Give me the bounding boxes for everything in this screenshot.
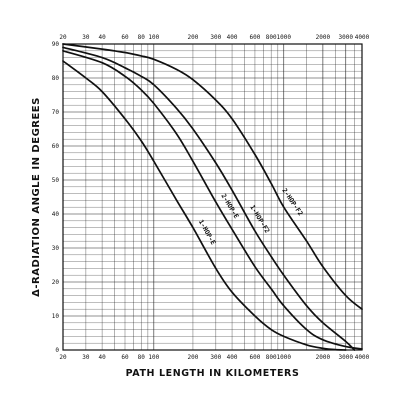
x-tick-label-top: 100 bbox=[148, 34, 159, 41]
x-tick-label-top: 20 bbox=[59, 34, 67, 41]
x-tick-label-bottom: 4000 bbox=[355, 354, 370, 361]
series-line-3 bbox=[62, 46, 356, 351]
series-label-1: 1-HOP-E bbox=[197, 218, 217, 246]
x-tick-label-bottom: 2000 bbox=[316, 354, 331, 361]
top-x-tick-labels: 20 30 40 60 80 100 200 300 400 600 800 1000 2000 3000… bbox=[59, 34, 369, 41]
x-tick-label-bottom: 800 bbox=[266, 354, 277, 361]
x-tick-label-bottom: 30 bbox=[82, 354, 90, 361]
x-tick-label-bottom: 20 bbox=[59, 354, 67, 361]
x-tick-label-top: 3000 bbox=[339, 34, 354, 41]
y-tick-label: 20 bbox=[52, 279, 60, 286]
y-tick-label: 30 bbox=[52, 245, 60, 252]
x-tick-label-bottom: 600 bbox=[250, 354, 261, 361]
x-tick-label-top: 200 bbox=[188, 34, 199, 41]
y-tick-label: 80 bbox=[52, 75, 60, 82]
x-tick-label-top: 1000 bbox=[277, 34, 292, 41]
y-tick-label: 50 bbox=[52, 177, 60, 184]
y-tick-labels: 0 10 20 30 40 50 60 70 80 90 bbox=[52, 41, 60, 354]
curves bbox=[62, 43, 363, 351]
plot-frame bbox=[62, 43, 363, 351]
x-tick-label-bottom: 3000 bbox=[339, 354, 354, 361]
x-tick-label-top: 300 bbox=[210, 34, 221, 41]
x-tick-label-bottom: 100 bbox=[148, 354, 159, 361]
y-tick-label: 90 bbox=[52, 41, 60, 48]
x-tick-label-top: 800 bbox=[266, 34, 277, 41]
y-tick-label: 70 bbox=[52, 109, 60, 116]
y-tick-label: 10 bbox=[52, 313, 60, 320]
y-tick-label: 40 bbox=[52, 211, 60, 218]
series-label-2: 2-HOP-E bbox=[219, 192, 240, 220]
x-tick-label-top: 80 bbox=[138, 34, 146, 41]
y-tick-label: 60 bbox=[52, 143, 60, 150]
bottom-x-tick-labels: 20 30 40 60 80 100 200 300 400 600 800 1000 2000 3000… bbox=[59, 354, 369, 361]
x-tick-label-bottom: 400 bbox=[227, 354, 238, 361]
x-tick-label-top: 60 bbox=[121, 34, 129, 41]
x-tick-label-top: 40 bbox=[98, 34, 106, 41]
series-line-4 bbox=[62, 43, 363, 311]
x-tick-label-bottom: 40 bbox=[98, 354, 106, 361]
y-axis-label: Δ-RADIATION ANGLE IN DEGREES bbox=[31, 97, 42, 297]
x-tick-label-bottom: 80 bbox=[138, 354, 146, 361]
x-tick-label-bottom: 200 bbox=[188, 354, 199, 361]
x-tick-label-bottom: 1000 bbox=[277, 354, 292, 361]
x-tick-label-top: 2000 bbox=[316, 34, 331, 41]
x-tick-label-top: 4000 bbox=[355, 34, 370, 41]
x-axis-label: PATH LENGTH IN KILOMETERS bbox=[126, 368, 300, 379]
x-tick-label-top: 400 bbox=[227, 34, 238, 41]
x-tick-label-bottom: 60 bbox=[121, 354, 129, 361]
y-tick-label: 0 bbox=[55, 347, 59, 354]
series-line-2 bbox=[62, 49, 363, 350]
series-label-3: 1-HOP-F2 bbox=[248, 204, 271, 235]
series-line-1 bbox=[62, 60, 347, 351]
x-tick-label-top: 30 bbox=[82, 34, 90, 41]
x-tick-label-bottom: 300 bbox=[210, 354, 221, 361]
x-tick-label-top: 600 bbox=[250, 34, 261, 41]
